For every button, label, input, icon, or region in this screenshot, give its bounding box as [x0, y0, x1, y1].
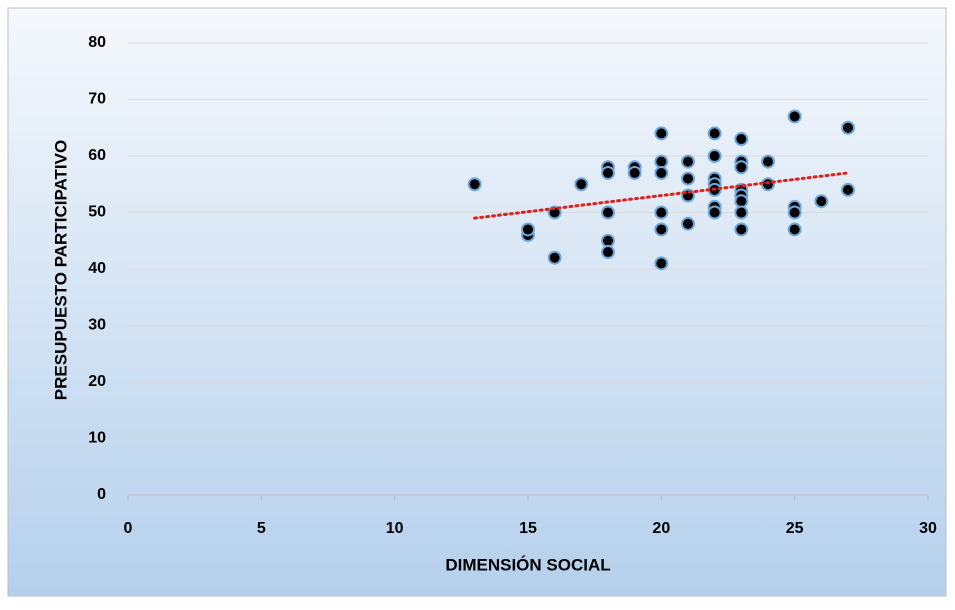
y-tick-label: 20 [88, 373, 106, 390]
point [521, 222, 535, 237]
trendline [473, 171, 850, 220]
x-tick-label: 20 [652, 520, 670, 537]
point [467, 177, 482, 192]
point [681, 171, 695, 186]
point [654, 222, 669, 237]
point [841, 182, 855, 197]
point [734, 222, 749, 237]
point [601, 205, 615, 220]
point [601, 165, 615, 180]
point [761, 177, 775, 192]
point [787, 222, 802, 237]
point [654, 126, 669, 141]
point [574, 177, 589, 192]
point [601, 233, 615, 248]
point [707, 205, 722, 220]
point [761, 154, 775, 169]
point [707, 126, 722, 141]
y-tick-label: 40 [88, 260, 106, 277]
x-axis-title: DIMENSIÓN SOCIAL [445, 555, 610, 574]
point [654, 154, 669, 169]
point [654, 165, 669, 180]
point [841, 120, 855, 135]
y-tick-label: 10 [88, 430, 106, 447]
point [601, 245, 615, 260]
y-tick-label: 50 [88, 204, 106, 221]
point [547, 250, 562, 265]
y-tick-label: 60 [88, 147, 106, 164]
point [707, 149, 722, 163]
x-tick-label: 25 [786, 520, 804, 537]
point [734, 194, 749, 209]
x-tick-label: 30 [919, 520, 937, 537]
x-tick-label: 0 [124, 520, 133, 537]
point [654, 256, 669, 271]
point [734, 160, 749, 175]
x-tick-label: 5 [257, 520, 266, 537]
y-tick-label: 70 [88, 91, 106, 108]
chart-area [7, 7, 947, 597]
point [734, 132, 749, 147]
point [787, 205, 802, 220]
x-tick-label: 10 [386, 520, 404, 537]
point [734, 205, 749, 220]
point [681, 216, 695, 231]
point [681, 154, 695, 169]
point [654, 205, 669, 220]
y-axis-title: PRESUPUESTO PARTICIPATIVO [51, 140, 70, 400]
y-tick-label: 0 [97, 486, 106, 503]
y-tick-label: 30 [88, 317, 106, 334]
y-tick-label: 80 [88, 34, 106, 51]
point [627, 165, 642, 180]
x-tick-label: 15 [519, 520, 537, 537]
point [814, 194, 829, 209]
point [787, 109, 802, 124]
